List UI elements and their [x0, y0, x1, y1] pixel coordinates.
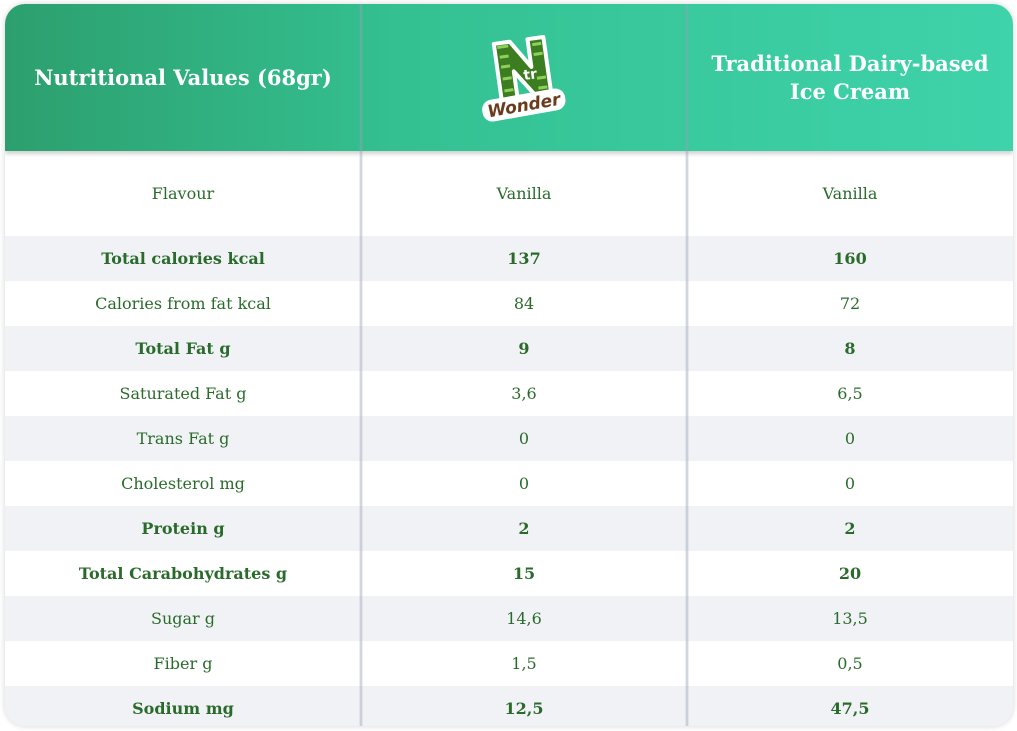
wonder-value: 0: [518, 474, 530, 493]
table-row: Calories from fat kcal 84 72: [5, 281, 1013, 326]
traditional-value: 0: [844, 474, 856, 493]
wonder-value: 0: [518, 429, 530, 448]
wonder-value: 84: [513, 294, 535, 313]
row-label: Flavour: [151, 184, 215, 203]
table-row: Cholesterol mg 0 0: [5, 461, 1013, 506]
nutrition-table: Nutritional Values (68gr) tr Wonder Trad…: [5, 4, 1013, 726]
wonder-value: 2: [518, 519, 530, 538]
row-label: Saturated Fat g: [119, 384, 247, 403]
row-label: Sodium mg: [132, 699, 234, 718]
traditional-value: 2: [844, 519, 856, 538]
header-nutritional-values: Nutritional Values (68gr): [5, 4, 361, 151]
table-row: Fiber g 1,5 0,5: [5, 641, 1013, 686]
row-label: Sugar g: [150, 609, 216, 628]
traditional-value: 20: [838, 564, 862, 583]
row-label: Total calories kcal: [101, 249, 265, 268]
table-row: Protein g 2 2: [5, 506, 1013, 551]
row-label: Calories from fat kcal: [95, 294, 271, 313]
traditional-value: 0,5: [837, 654, 863, 673]
wonder-value: Vanilla: [496, 184, 552, 203]
header-label: Nutritional Values (68gr): [34, 64, 332, 90]
wonder-value: 15: [512, 564, 536, 583]
wonder-value: 3,6: [511, 384, 537, 403]
wonder-value: 137: [507, 249, 541, 268]
traditional-value: 6,5: [837, 384, 863, 403]
svg-text:tr: tr: [522, 66, 538, 84]
traditional-value: Vanilla: [822, 184, 878, 203]
row-label: Total Carabohydrates g: [78, 564, 288, 583]
wonder-value: 12,5: [504, 699, 544, 718]
traditional-value: 13,5: [832, 609, 868, 628]
row-label: Total Fat g: [135, 339, 231, 358]
wonder-value: 9: [518, 339, 530, 358]
table-row: Sugar g 14,6 13,5: [5, 596, 1013, 641]
traditional-value: 160: [833, 249, 867, 268]
wonder-logo-icon: tr Wonder: [482, 34, 566, 122]
traditional-value: 8: [844, 339, 856, 358]
row-label: Trans Fat g: [136, 429, 230, 448]
wonder-logo: tr Wonder: [361, 4, 687, 151]
header-label: Traditional Dairy-based Ice Cream: [711, 50, 989, 104]
header-traditional-ice-cream: Traditional Dairy-based Ice Cream: [687, 4, 1013, 151]
row-label: Cholesterol mg: [121, 474, 245, 493]
row-label: Protein g: [141, 519, 225, 538]
column-divider: [685, 4, 689, 726]
table-header: Nutritional Values (68gr) tr Wonder Trad…: [5, 4, 1013, 151]
table-row: Sodium mg 12,5 47,5: [5, 686, 1013, 726]
table-body: Flavour Vanilla Vanilla Total calories kcal…: [5, 151, 1013, 726]
wonder-value: 1,5: [511, 654, 537, 673]
table-row: Total Fat g 9 8: [5, 326, 1013, 371]
table-row: Total calories kcal 137 160: [5, 236, 1013, 281]
traditional-value: 72: [839, 294, 861, 313]
traditional-value: 47,5: [830, 699, 870, 718]
wonder-value: 14,6: [506, 609, 542, 628]
row-label: Fiber g: [153, 654, 213, 673]
column-divider: [359, 4, 363, 726]
table-row: Flavour Vanilla Vanilla: [5, 151, 1013, 236]
table-row: Trans Fat g 0 0: [5, 416, 1013, 461]
traditional-value: 0: [844, 429, 856, 448]
table-row: Total Carabohydrates g 15 20: [5, 551, 1013, 596]
table-row: Saturated Fat g 3,6 6,5: [5, 371, 1013, 416]
